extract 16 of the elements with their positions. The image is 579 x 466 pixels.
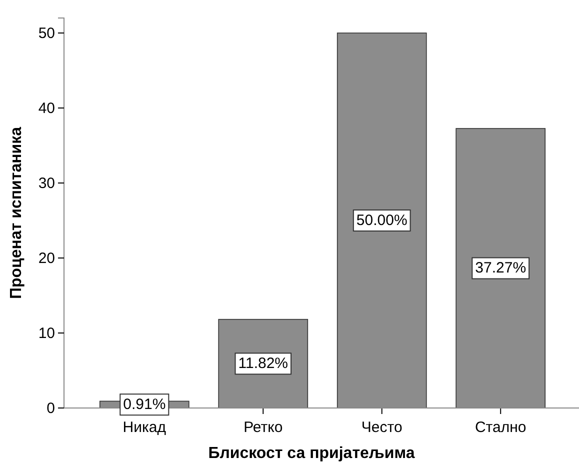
data-label: 11.82% xyxy=(238,355,288,372)
x-tick-label: Никад xyxy=(122,419,166,436)
data-label: 37.27% xyxy=(475,260,526,277)
y-tick-label: 40 xyxy=(38,100,55,117)
data-label: 50.00% xyxy=(356,212,408,229)
y-tick-label: 50 xyxy=(38,24,55,42)
y-tick-label: 0 xyxy=(46,400,55,417)
data-label: 0.91% xyxy=(123,396,166,414)
y-tick-label: 30 xyxy=(38,174,55,192)
x-tick-label: Стално xyxy=(474,419,526,436)
x-tick-label: Ретко xyxy=(244,419,283,436)
y-tick-label: 20 xyxy=(38,250,55,267)
x-tick-label: Често xyxy=(361,419,402,436)
y-tick-label: 10 xyxy=(38,324,55,342)
y-axis-title: Проценат испитаника xyxy=(8,126,25,299)
x-axis-title: Блискост са пријатељима xyxy=(208,445,415,462)
